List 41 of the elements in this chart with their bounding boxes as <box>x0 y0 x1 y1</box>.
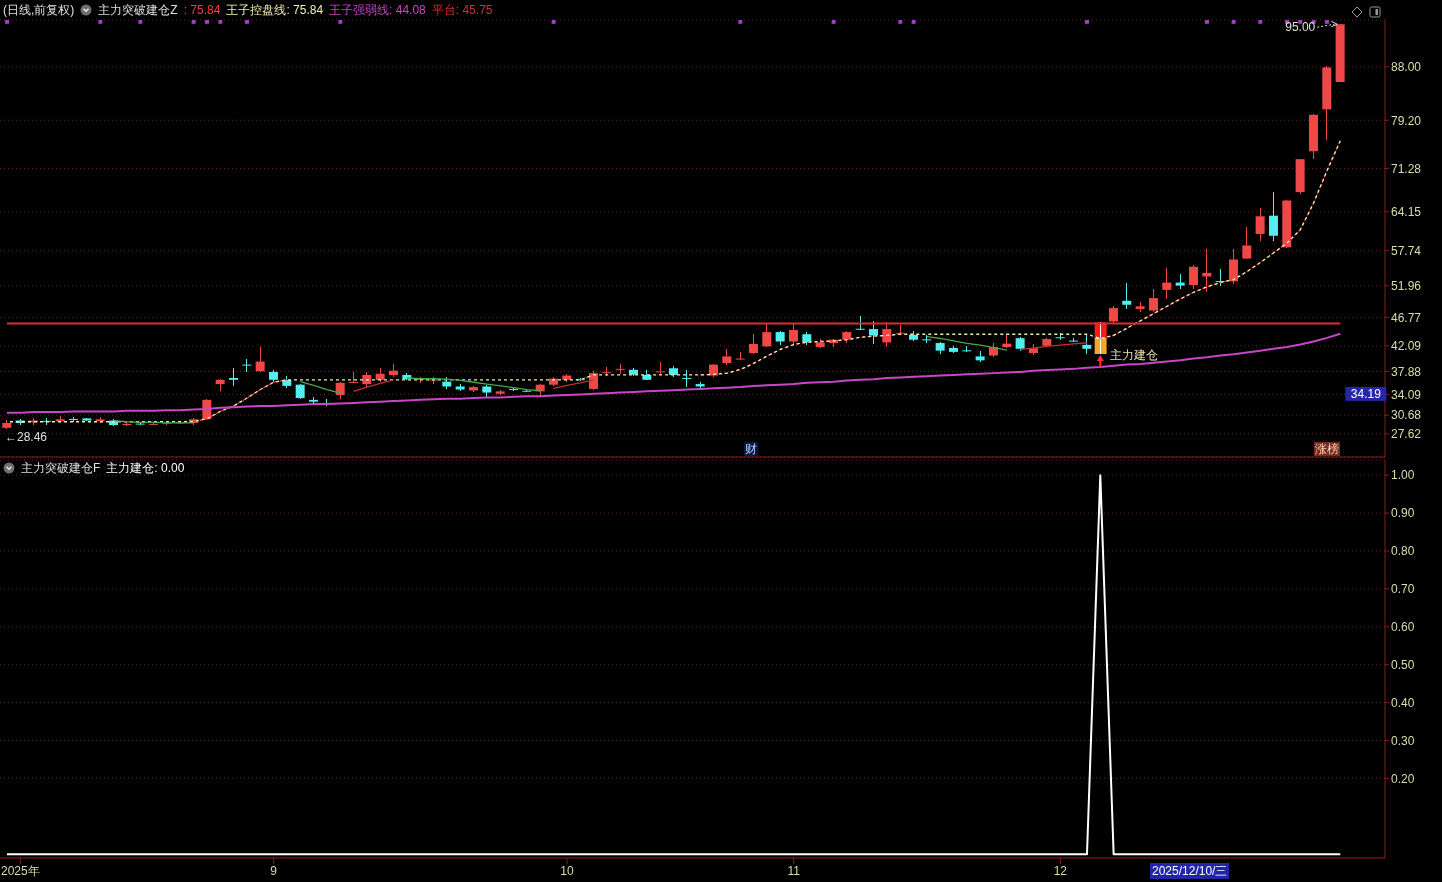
y-tick-label: 51.96 <box>1391 279 1422 294</box>
annotation: 财 <box>744 442 758 456</box>
annotation: 涨榜 <box>1314 442 1340 456</box>
y-tick-label: 64.15 <box>1391 205 1422 220</box>
y-tick-label: 0.20 <box>1391 771 1415 786</box>
y-tick-label: 46.77 <box>1391 310 1422 325</box>
y-tick-label: 0.90 <box>1391 506 1415 521</box>
y-tick-label: 57.74 <box>1391 243 1422 258</box>
y-tick-label: 0.30 <box>1391 733 1415 748</box>
y-tick-label: 34.09 <box>1391 387 1422 402</box>
y-tick-label: 0.60 <box>1391 620 1415 635</box>
text: 2025/12/10/三 <box>1150 863 1230 879</box>
y-tick-label: 0.70 <box>1391 582 1415 597</box>
x-tick-label: 2025年 <box>0 863 40 878</box>
legend-title: 主力突破建仓F <box>21 461 101 475</box>
y-tick-label: 30.68 <box>1391 408 1422 423</box>
y-tick-label: 79.20 <box>1391 113 1422 128</box>
text: 平台: 45.75 <box>431 3 493 17</box>
legend-title: 主力突破建仓Z <box>98 3 178 17</box>
chart-title: (日线,前复权) <box>3 3 75 17</box>
y-tick-label: 88.00 <box>1391 60 1422 75</box>
annotation: 95.00 <box>1285 20 1316 35</box>
y-tick-label: 27.62 <box>1391 427 1422 442</box>
annotation: 主力建仓 <box>1110 347 1159 362</box>
y-tick-label: 42.09 <box>1391 339 1422 354</box>
text: : 75.84 <box>183 3 221 17</box>
text: 王子控盘线: 75.84 <box>226 3 324 17</box>
y-tick-label: 0.80 <box>1391 544 1415 559</box>
y-tick-label: 1.00 <box>1391 468 1415 483</box>
x-tick-label: 12 <box>1053 863 1068 878</box>
annotation: ←28.46 <box>5 429 48 444</box>
text: 王子强弱线: 44.08 <box>329 3 426 17</box>
y-tick-label: 0.50 <box>1391 657 1415 672</box>
text: 主力建仓: 0.00 <box>106 461 185 475</box>
y-tick-label: 0.40 <box>1391 695 1415 710</box>
y-tick-label: 71.28 <box>1391 161 1422 176</box>
y-tick-label: 37.88 <box>1391 364 1422 379</box>
x-tick-label: 10 <box>560 863 574 878</box>
x-tick-label: 9 <box>270 863 278 878</box>
annotation: 34.19 <box>1350 387 1382 402</box>
x-tick-label: 11 <box>787 863 801 878</box>
